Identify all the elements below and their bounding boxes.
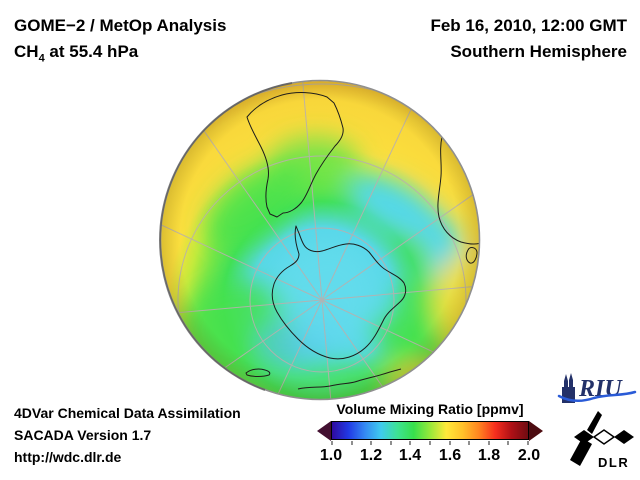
colorbar-overflow-arrow [529, 420, 543, 441]
colorbar-title: Volume Mixing Ratio [ppmv] [336, 401, 524, 417]
datetime-label: Feb 16, 2010, 12:00 GMT [430, 16, 627, 35]
colorbar-tick-label: 1.2 [359, 447, 383, 464]
colorbar-tick-label: 2.0 [517, 447, 541, 464]
colorbar-tick-label: 1.0 [319, 447, 343, 464]
hemisphere-label: Southern Hemisphere [450, 42, 627, 61]
header-right: Feb 16, 2010, 12:00 GMT Southern Hemisph… [430, 13, 627, 65]
colorbar-underflow-arrow [317, 420, 331, 441]
url-label: http://wdc.dlr.de [14, 449, 122, 465]
riu-wordmark: RIU [578, 376, 623, 402]
colorbar-tick-label: 1.4 [398, 447, 422, 464]
riu-logo: RIU [557, 373, 637, 403]
globe-limb-shadow [159, 82, 293, 391]
footer-credits: 4DVar Chemical Data Assimilation SACADA … [14, 402, 241, 468]
colorbar-tick-label: 1.8 [477, 447, 501, 464]
species-level: CH4 at 55.4 hPa [14, 42, 139, 65]
colorbar-ticks [331, 441, 529, 446]
species-subscript: 4 [38, 52, 45, 65]
cathedral-icon [562, 373, 575, 403]
assimilation-label: 4DVar Chemical Data Assimilation [14, 405, 241, 421]
dlr-mark-icon [570, 411, 634, 466]
product-title: GOME−2 / MetOp Analysis [14, 16, 227, 35]
colorbar-tick-label: 1.6 [438, 447, 462, 464]
header-left: GOME−2 / MetOp Analysis CH4 at 55.4 hPa [14, 13, 226, 71]
version-label: SACADA Version 1.7 [14, 427, 152, 443]
dlr-logo: DLR [570, 411, 634, 470]
colorbar: 1.0 1.2 1.4 1.6 1.8 2.0 [317, 420, 543, 470]
limb-shading [161, 81, 479, 399]
colorbar-gradient [331, 421, 529, 440]
riu-wave-icon [557, 390, 637, 402]
dlr-wordmark: DLR [598, 455, 629, 470]
